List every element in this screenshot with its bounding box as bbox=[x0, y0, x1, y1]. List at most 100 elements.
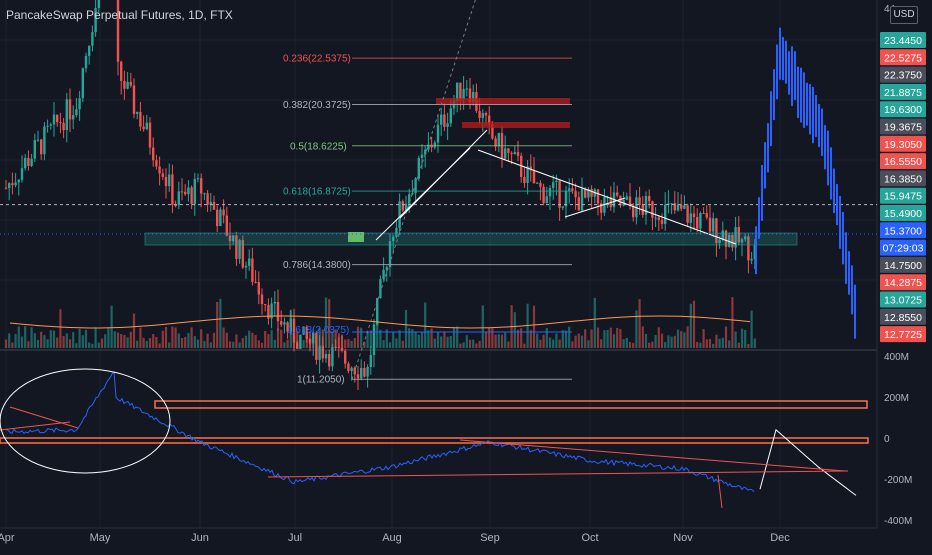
candle-body bbox=[228, 235, 232, 242]
volume-bar bbox=[401, 340, 404, 348]
candle-body bbox=[737, 227, 740, 243]
volume-bar bbox=[360, 327, 363, 348]
volume-bar bbox=[500, 334, 504, 348]
candle-body bbox=[558, 180, 561, 208]
price-label-box bbox=[880, 49, 926, 66]
candle-body bbox=[376, 298, 379, 325]
volume-bar bbox=[91, 343, 94, 348]
fib-trend-line bbox=[351, 0, 476, 380]
candle-body bbox=[52, 114, 56, 125]
volume-bar bbox=[712, 343, 715, 348]
candle-body bbox=[139, 111, 142, 127]
price-label-text: 21.8875 bbox=[884, 87, 922, 99]
candle-body bbox=[171, 174, 174, 205]
candle-body bbox=[654, 217, 657, 219]
price-label-text: 15.4900 bbox=[884, 208, 922, 220]
candle-body bbox=[379, 279, 382, 299]
candle-body bbox=[382, 269, 385, 280]
candle-body bbox=[27, 157, 30, 167]
volume-bar bbox=[222, 327, 225, 348]
indicator-resistance-line bbox=[459, 439, 846, 472]
candle-body bbox=[600, 203, 603, 213]
volume-bar bbox=[196, 339, 200, 348]
candle-body bbox=[145, 122, 148, 130]
x-axis-label: Sep bbox=[480, 532, 500, 544]
volume-bar bbox=[219, 298, 222, 348]
candle-body bbox=[40, 139, 43, 155]
candle-body bbox=[436, 124, 440, 143]
candle-body bbox=[200, 178, 203, 194]
candle-body bbox=[17, 179, 20, 183]
currency-badge[interactable]: USD bbox=[890, 6, 918, 24]
volume-bar bbox=[564, 330, 568, 348]
candle-body bbox=[129, 81, 132, 86]
candle-body bbox=[340, 347, 344, 351]
indicator-marker-line bbox=[717, 474, 723, 509]
candle-body bbox=[203, 193, 206, 195]
price-label-text: 19.6300 bbox=[884, 104, 922, 116]
volume-bar bbox=[235, 334, 238, 348]
volume-bar bbox=[36, 339, 40, 348]
candle-body bbox=[43, 126, 46, 155]
candle-body bbox=[216, 209, 219, 227]
volume-bar bbox=[724, 326, 728, 348]
candle-body bbox=[616, 192, 619, 196]
candle-body bbox=[625, 196, 628, 200]
candle-body bbox=[680, 204, 683, 209]
volume-bar bbox=[84, 329, 88, 348]
candle-body bbox=[740, 239, 744, 243]
candle-body bbox=[689, 213, 692, 223]
volume-bar bbox=[283, 342, 286, 348]
candle-body bbox=[30, 158, 33, 167]
candle-body bbox=[532, 170, 536, 184]
volume-bar bbox=[171, 326, 174, 348]
volume-bar bbox=[436, 331, 440, 348]
volume-bar bbox=[161, 330, 164, 348]
volume-bar bbox=[328, 299, 331, 348]
volume-bar bbox=[715, 334, 718, 348]
candle-body bbox=[715, 218, 718, 243]
volume-bar bbox=[708, 338, 712, 348]
candle-body bbox=[260, 294, 264, 305]
volume-bar bbox=[670, 336, 673, 348]
volume-bar bbox=[705, 339, 708, 348]
volume-bar bbox=[113, 331, 116, 348]
volume-bar bbox=[440, 336, 443, 348]
volume-bar bbox=[523, 343, 526, 348]
candle-body bbox=[251, 258, 254, 282]
price-label-box bbox=[880, 256, 926, 273]
volume-bar bbox=[644, 333, 648, 348]
volume-bar bbox=[88, 342, 91, 348]
volume-bar bbox=[388, 342, 392, 348]
candle-body bbox=[91, 32, 94, 46]
volume-bar bbox=[94, 327, 97, 348]
candle-body bbox=[81, 68, 84, 99]
candle-body bbox=[356, 374, 360, 379]
candle-body bbox=[404, 203, 408, 211]
volume-bar bbox=[475, 343, 478, 348]
volume-bar bbox=[244, 335, 248, 348]
candle-body bbox=[257, 281, 260, 295]
volume-bar bbox=[392, 331, 395, 348]
candle-body bbox=[651, 201, 654, 218]
candle-body bbox=[283, 322, 286, 325]
candle-body bbox=[696, 217, 699, 229]
candle-body bbox=[155, 160, 158, 167]
volume-bar bbox=[14, 333, 17, 348]
volume-bar bbox=[452, 327, 456, 348]
channel-line-lower bbox=[375, 147, 471, 241]
candle-body bbox=[638, 197, 641, 205]
candle-body bbox=[664, 204, 667, 225]
volume-bar bbox=[254, 335, 257, 348]
volume-bar bbox=[699, 342, 702, 348]
candle-body bbox=[744, 236, 747, 240]
candle-body bbox=[484, 112, 488, 116]
candle-body bbox=[526, 166, 529, 183]
candle-body bbox=[164, 176, 168, 187]
volume-bar bbox=[462, 342, 465, 348]
candle-body bbox=[699, 212, 702, 229]
volume-bar bbox=[193, 336, 196, 348]
volume-bar bbox=[62, 336, 65, 348]
